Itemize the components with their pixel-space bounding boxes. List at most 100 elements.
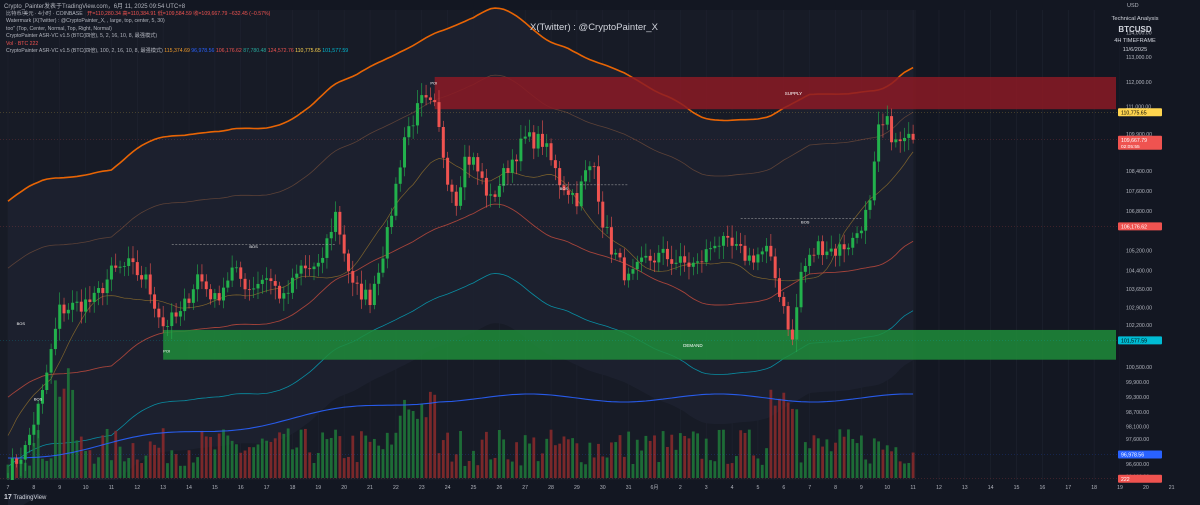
- legend-asr-indicator-2[interactable]: CryptoPainter ASR-VC v1.5 (BTC(四倍), 100,…: [6, 48, 526, 55]
- candle-body: [75, 301, 79, 303]
- candle-body: [902, 137, 906, 142]
- volume-bar: [179, 465, 182, 478]
- volume-bar: [308, 452, 312, 478]
- legend-table-indicator[interactable]: too" (Top, Center, Normal, Top, Right, N…: [6, 25, 112, 32]
- candle-body: [540, 133, 544, 147]
- volume-bar: [269, 441, 273, 478]
- candle-body: [816, 241, 820, 255]
- candle-body: [79, 301, 83, 312]
- legend-asr-2-value: 124,572.76: [266, 48, 294, 55]
- volume-bar: [15, 462, 19, 478]
- volume-bar: [653, 435, 656, 478]
- volume-bar: [903, 463, 906, 478]
- candle-body: [334, 211, 338, 232]
- volume-bar: [851, 438, 855, 478]
- y-axis-background: [1120, 0, 1200, 505]
- candle-body: [463, 156, 467, 188]
- volume-bar: [885, 445, 889, 478]
- candle-body: [911, 133, 915, 140]
- candle-body: [101, 288, 105, 294]
- volume-bar: [411, 410, 415, 478]
- legend-watermark-indicator[interactable]: Watermark (X(Twitter) : @CryptoPainter_X…: [6, 18, 165, 25]
- legend-ohlc: 开=110,280.34 高=110,384.91 低=109,584.59 收…: [87, 11, 271, 17]
- volume-bar: [683, 435, 687, 478]
- volume-bar: [795, 409, 799, 478]
- technical-analysis-box: Technical Analysis BTCUSD 4H TIMEFRAME 1…: [1090, 15, 1180, 55]
- volume-bar: [485, 431, 488, 478]
- volume-bar: [420, 403, 424, 478]
- volume-bar: [562, 436, 566, 478]
- legend-symbol[interactable]: 比特币/美元 · 4小时 · COINBASE: [6, 11, 83, 17]
- candle-body: [316, 262, 320, 267]
- candle-body: [691, 262, 695, 267]
- candle-body: [812, 254, 816, 256]
- volume-bar: [558, 443, 562, 478]
- candle-body: [579, 181, 583, 207]
- candle-body: [269, 278, 273, 282]
- candle-body: [97, 288, 101, 293]
- volume-bar: [709, 460, 712, 478]
- volume-bar: [390, 444, 393, 478]
- x-tick-label: 7: [808, 485, 811, 491]
- candle-body: [726, 235, 730, 238]
- volume-bar: [191, 462, 195, 478]
- poi-label: POI: [163, 348, 170, 353]
- legend-asr-2-value: 96,978.56: [189, 48, 215, 55]
- tradingview-logo-icon: 17: [4, 494, 12, 501]
- volume-bar: [49, 458, 53, 478]
- candle-body: [782, 296, 786, 307]
- volume-bar: [510, 461, 514, 478]
- candle-body: [40, 390, 44, 404]
- legend-asr-2-value: 110,775.65: [293, 48, 321, 55]
- candle-body: [855, 233, 859, 238]
- candle-body: [346, 253, 350, 272]
- volume-bar: [657, 462, 661, 478]
- volume-bar: [144, 455, 148, 478]
- x-axis-background: [0, 480, 1200, 494]
- legend-volume-indicator[interactable]: Vol · BTC 222: [6, 41, 526, 48]
- volume-bar: [235, 444, 238, 478]
- volume-bar: [75, 440, 79, 478]
- legend-symbol-row[interactable]: 比特币/美元 · 4小时 · COINBASE 开=110,280.34 高=1…: [6, 11, 526, 18]
- x-tick-label: 16: [238, 485, 244, 491]
- candle-body: [799, 271, 803, 308]
- volume-bar: [627, 431, 631, 478]
- volume-bar: [829, 451, 833, 478]
- volume-bar: [247, 447, 251, 478]
- volume-bar: [601, 456, 605, 478]
- x-tick-label: 20: [1143, 485, 1149, 491]
- volume-bar: [838, 429, 842, 478]
- candle-body: [898, 139, 902, 142]
- info-date: 11/6/2025: [1122, 47, 1148, 53]
- volume-bar: [687, 438, 691, 478]
- tradingview-logo[interactable]: 17 TradingView: [4, 494, 46, 501]
- legend-asr-indicator-1[interactable]: CryptoPainter ASR-VC v1.5 (BTC(四倍), 5, 2…: [6, 33, 158, 40]
- candle-body: [467, 156, 471, 165]
- volume-bar: [678, 433, 682, 478]
- candle-body: [390, 215, 394, 228]
- volume-bar: [368, 441, 372, 478]
- bos-label: BOS: [34, 397, 43, 402]
- candle-body: [829, 248, 833, 252]
- candle-body: [553, 160, 557, 169]
- volume-bar: [497, 430, 501, 478]
- x-tick-label: 21: [1169, 485, 1175, 491]
- x-tick-label: 18: [290, 485, 296, 491]
- x-tick-label: 19: [1117, 485, 1123, 491]
- x-tick-label: 8: [32, 485, 35, 491]
- volume-bar: [437, 453, 441, 478]
- legend-asr-2-value: 87,780.48: [241, 48, 267, 55]
- legend-asr-2-value: 106,176.62: [214, 48, 242, 55]
- currency-label[interactable]: USD: [1127, 3, 1139, 9]
- volume-bar: [786, 402, 790, 478]
- volume-bar: [877, 441, 881, 478]
- volume-bar: [377, 445, 381, 478]
- volume-bar: [549, 429, 553, 478]
- volume-bar: [648, 440, 652, 478]
- volume-bar: [265, 440, 268, 478]
- candle-body: [640, 257, 644, 262]
- volume-bar: [45, 460, 49, 478]
- x-tick-label: 6: [782, 485, 785, 491]
- candle-body: [523, 136, 527, 139]
